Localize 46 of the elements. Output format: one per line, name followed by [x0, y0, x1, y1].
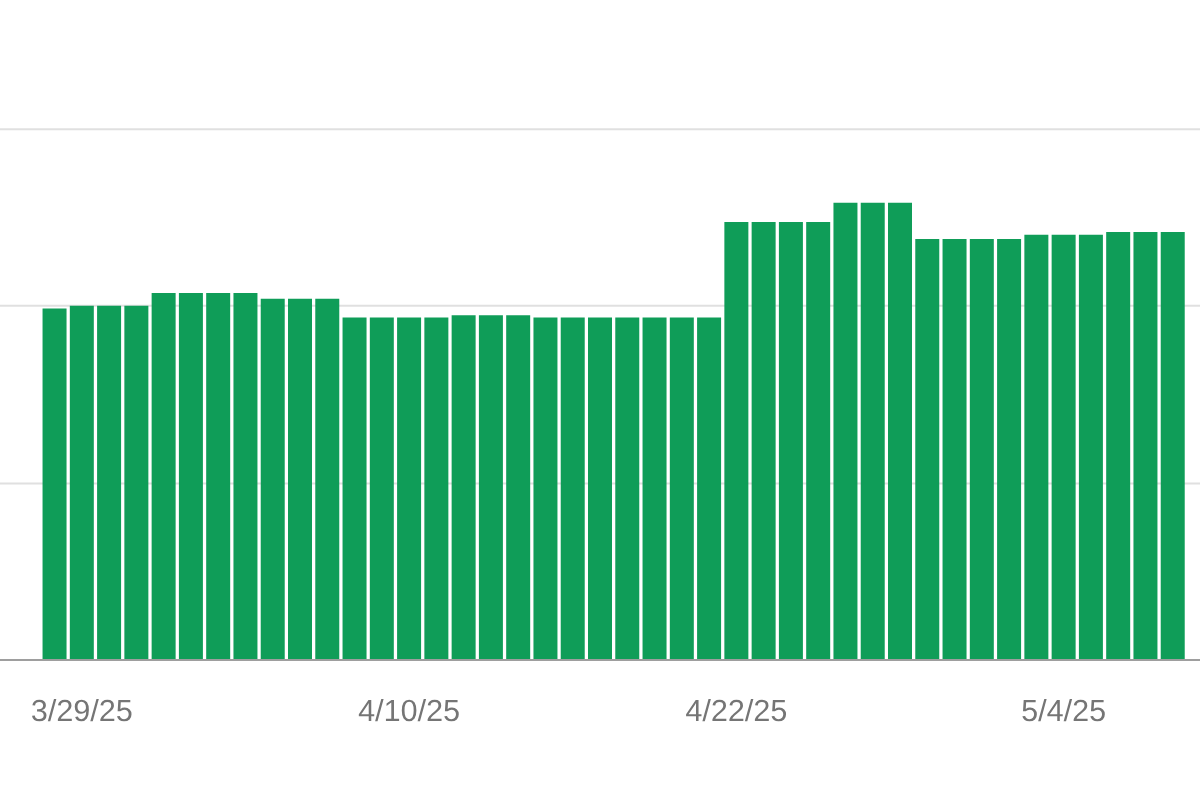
bar	[69, 305, 94, 660]
bar	[588, 317, 612, 660]
bar	[178, 292, 203, 660]
bar	[206, 292, 231, 660]
bar	[478, 315, 503, 660]
bar	[697, 317, 722, 660]
bar	[260, 298, 285, 660]
bar	[806, 222, 831, 660]
bar	[1106, 232, 1131, 660]
bar	[151, 292, 176, 660]
bar	[1160, 232, 1185, 660]
bar	[1024, 234, 1049, 660]
bar	[124, 305, 149, 660]
bar	[860, 202, 885, 660]
bar	[669, 317, 694, 660]
bar	[724, 222, 749, 660]
bar	[560, 317, 585, 660]
bar	[424, 317, 449, 660]
bar	[1051, 234, 1076, 660]
x-tick-label: 4/10/25	[358, 698, 459, 722]
bar	[888, 202, 912, 660]
bar	[42, 308, 67, 660]
bar	[942, 238, 967, 660]
bar	[778, 222, 803, 660]
bar	[451, 315, 476, 660]
bar	[288, 298, 312, 660]
bar	[342, 317, 367, 660]
bar	[233, 292, 258, 660]
bar	[97, 305, 122, 660]
bar	[997, 238, 1022, 660]
bar	[615, 317, 640, 660]
bar	[751, 222, 776, 660]
bar	[833, 202, 858, 660]
x-tick-label: 3/29/25	[32, 698, 132, 722]
bar	[369, 317, 394, 660]
bar	[915, 238, 940, 660]
bar	[969, 238, 994, 660]
bar	[533, 317, 558, 660]
bar	[315, 298, 340, 660]
bar	[1078, 234, 1103, 660]
bar	[1133, 232, 1158, 660]
bar	[506, 315, 531, 660]
x-tick-label: 4/22/25	[686, 698, 787, 722]
bar	[642, 317, 667, 660]
bar	[397, 317, 422, 660]
x-tick-label: 5/4/25	[1022, 698, 1105, 722]
